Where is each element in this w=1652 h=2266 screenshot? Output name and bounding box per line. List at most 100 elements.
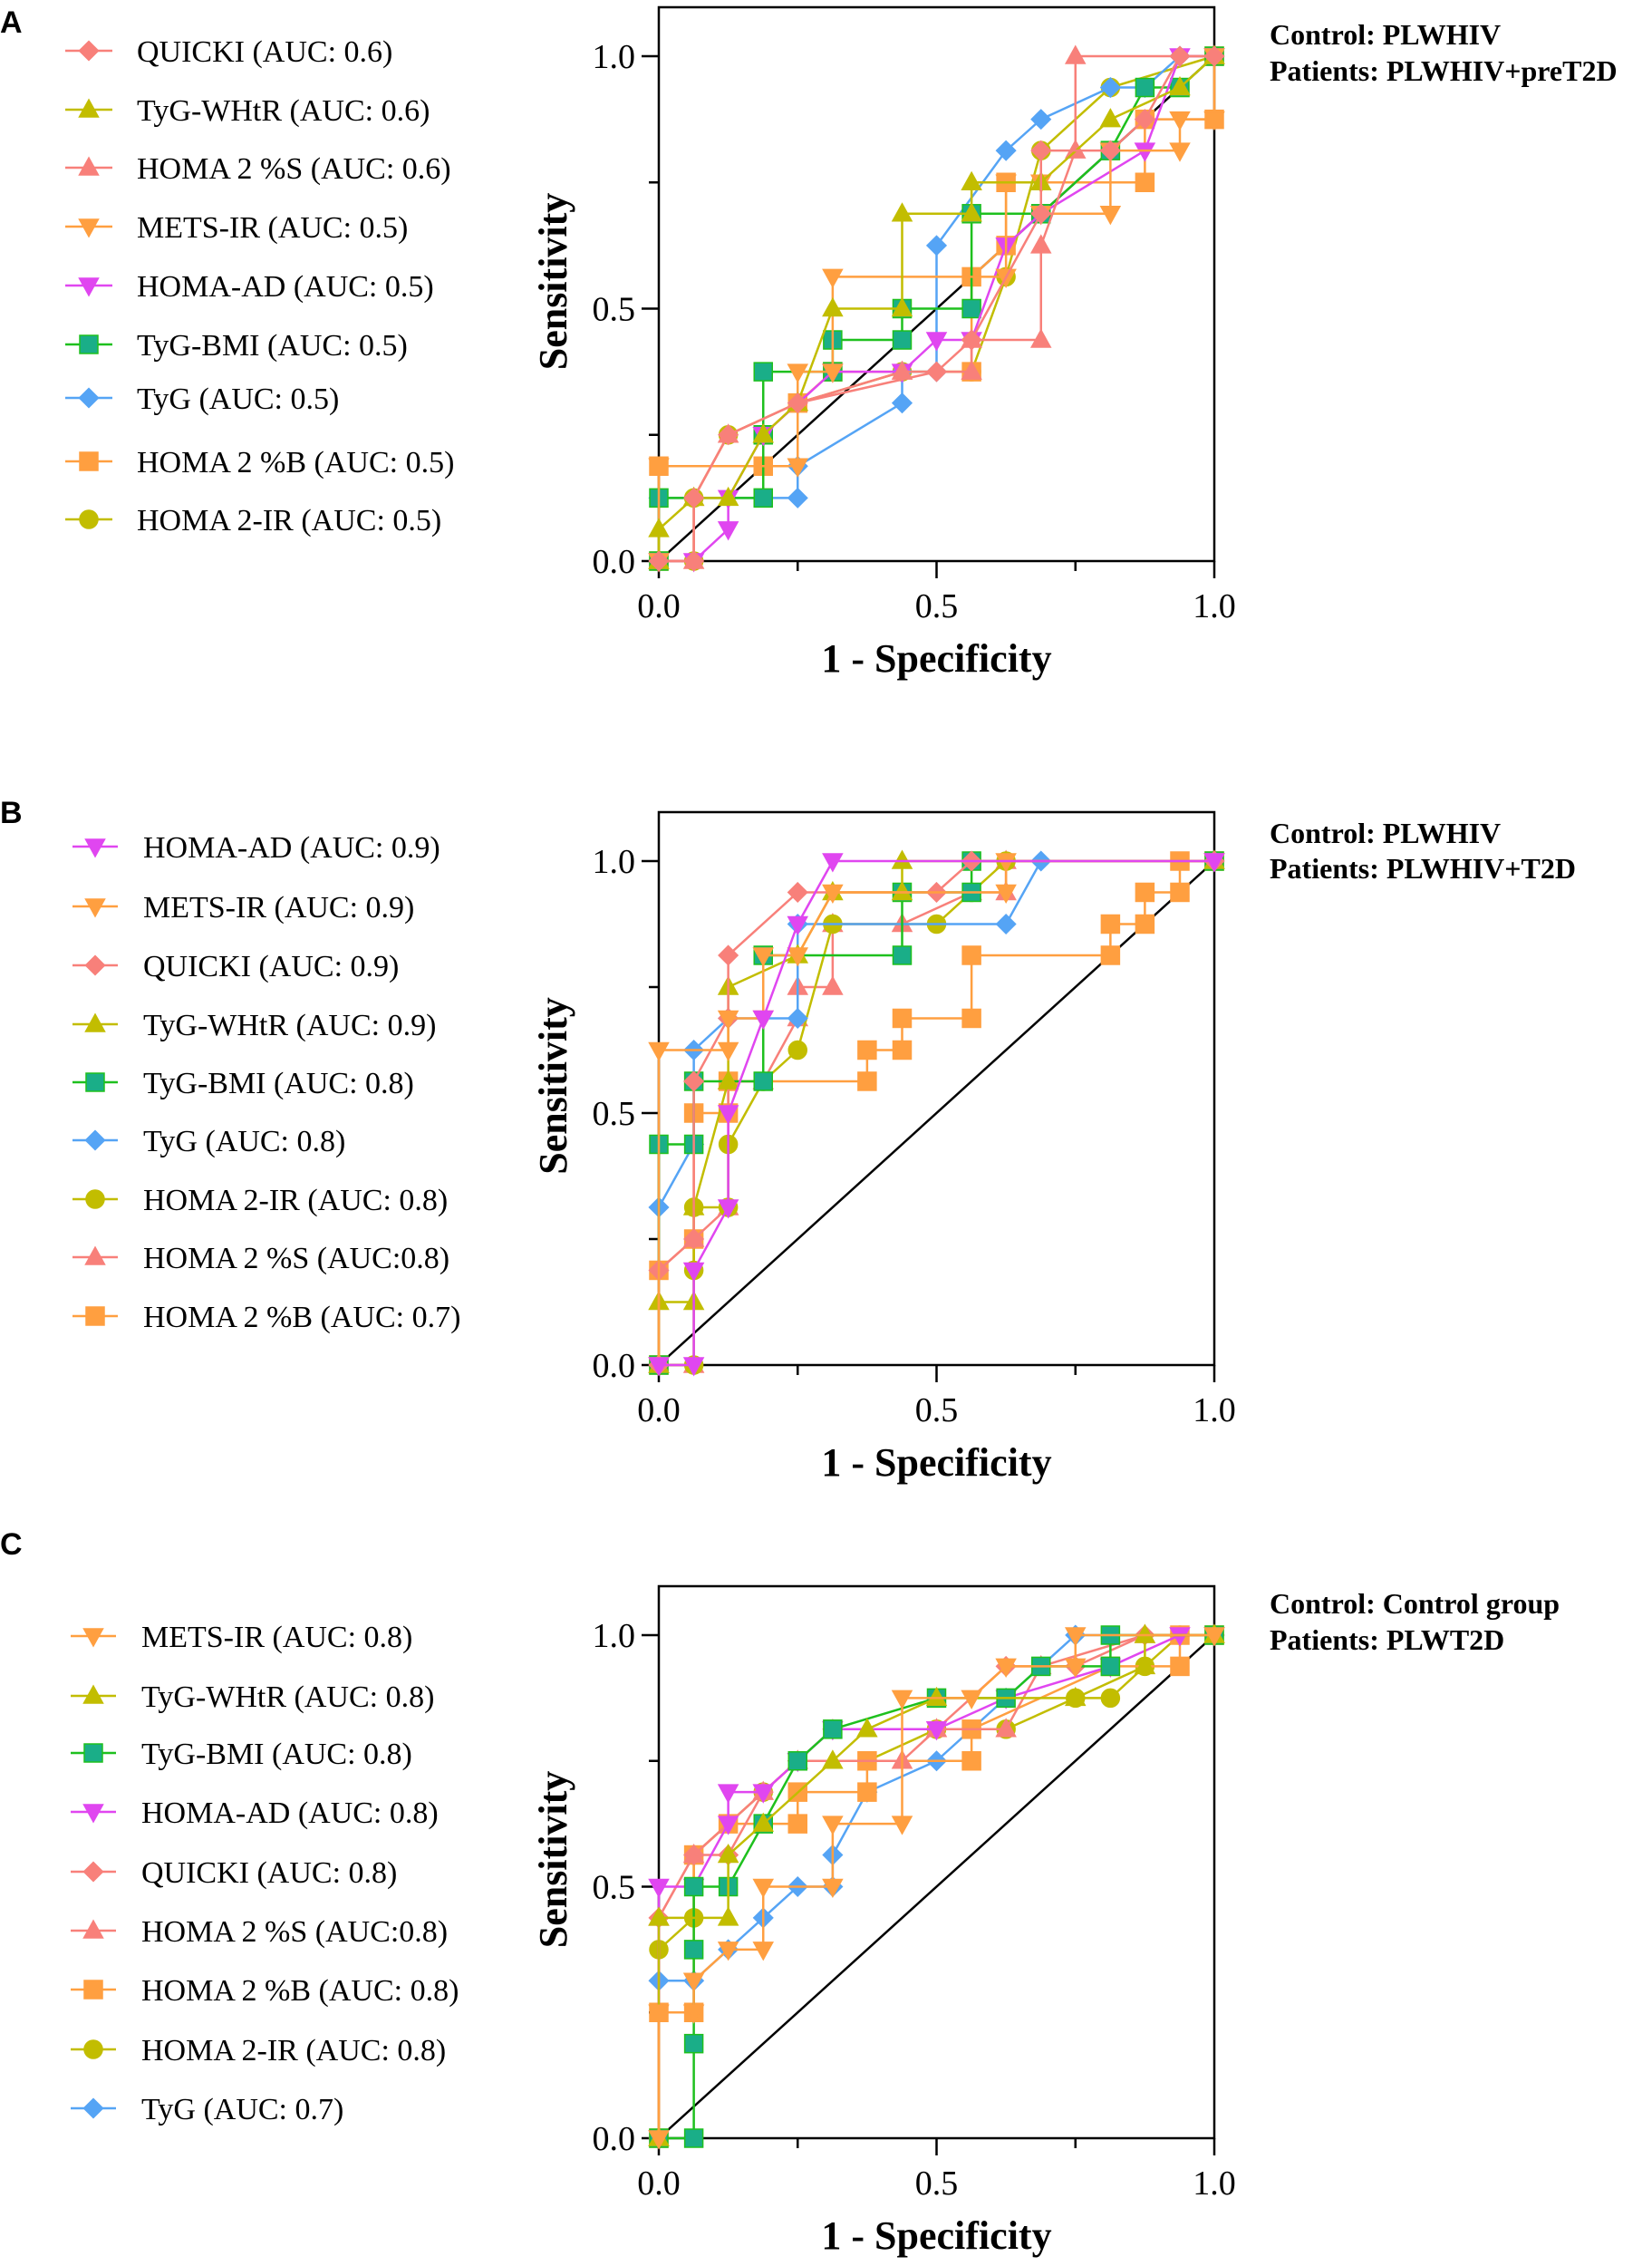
legend-triangle-up-marker-icon	[84, 1245, 106, 1265]
legend-label: TyG-BMI (AUC: 0.5)	[137, 329, 408, 363]
data-point	[857, 1782, 877, 1802]
data-point	[822, 1749, 844, 1769]
x-tick-label: 0.5	[915, 587, 959, 625]
group-annotation: Patients: PLWHIV+preT2D	[1270, 54, 1618, 87]
data-point	[787, 1751, 807, 1771]
series-group	[648, 44, 1225, 573]
data-point	[1134, 109, 1155, 131]
group-annotation: Patients: PLWT2D	[1270, 1623, 1504, 1656]
data-point	[1135, 172, 1155, 192]
y-tick-label: 0.5	[593, 291, 636, 329]
data-point	[823, 1719, 843, 1739]
legend-item: HOMA 2 %B (AUC: 0.7)	[72, 1301, 460, 1334]
legend-item: HOMA 2-IR (AUC: 0.5)	[65, 504, 441, 537]
legend-item: HOMA 2-IR (AUC: 0.8)	[71, 2034, 446, 2067]
data-point	[787, 881, 808, 904]
panel-label: B	[0, 796, 23, 830]
legend-item: METS-IR (AUC: 0.5)	[65, 211, 408, 245]
data-point	[1135, 77, 1155, 98]
data-point	[1203, 45, 1225, 67]
legend-item: METS-IR (AUC: 0.9)	[72, 891, 414, 925]
legend-triangle-up-marker-icon	[82, 1919, 104, 1939]
x-tick-label: 1.0	[1193, 2164, 1236, 2203]
data-point	[1169, 111, 1191, 131]
legend-item: HOMA-AD (AUC: 0.8)	[71, 1796, 439, 1830]
legend-item: TyG (AUC: 0.5)	[65, 383, 339, 416]
x-tick-label: 1.0	[1193, 587, 1236, 625]
legend-triangle-down-marker-icon	[82, 1804, 104, 1824]
data-point	[752, 1878, 775, 1899]
reference-line	[658, 860, 1215, 1366]
data-point	[753, 488, 773, 508]
legend-item: HOMA 2 %S (AUC: 0.6)	[65, 152, 451, 186]
data-point	[753, 1071, 773, 1091]
data-point	[961, 329, 982, 351]
y-tick-label: 0.5	[593, 1869, 636, 1907]
data-point	[961, 1690, 982, 1709]
data-point	[995, 140, 1017, 161]
data-point	[892, 1040, 913, 1060]
data-point	[752, 1942, 775, 1961]
legend-item: HOMA-AD (AUC: 0.5)	[65, 270, 434, 304]
legend-item: HOMA 2 %S (AUC:0.8)	[72, 1242, 449, 1275]
legend-label: HOMA-AD (AUC: 0.5)	[137, 270, 434, 304]
legend-square-marker-icon	[83, 1743, 103, 1763]
data-point	[717, 1843, 739, 1864]
reference-line	[658, 1634, 1215, 2139]
data-point	[1203, 1627, 1225, 1647]
legend-diamond-marker-icon	[82, 1861, 104, 1883]
data-point	[683, 1876, 704, 1897]
legend-item: TyG-WHtR (AUC: 0.6)	[65, 94, 430, 128]
data-point	[1169, 45, 1191, 67]
legend-item: TyG (AUC: 0.7)	[71, 2093, 343, 2126]
x-axis-label: 1 - Specificity	[821, 636, 1051, 681]
data-point	[787, 487, 808, 508]
x-axis-label: 1 - Specificity	[821, 2213, 1051, 2258]
data-point	[925, 235, 948, 257]
data-point	[1100, 914, 1121, 934]
legend-label: METS-IR (AUC: 0.8)	[141, 1621, 412, 1654]
data-point	[1064, 1658, 1087, 1678]
legend-triangle-up-marker-icon	[78, 156, 100, 176]
series-group	[648, 1623, 1225, 2150]
data-point	[892, 1008, 913, 1029]
y-tick-label: 0.0	[593, 2120, 636, 2158]
legend-triangle-up-marker-icon	[84, 1012, 106, 1032]
data-point	[787, 458, 809, 478]
data-point	[1100, 1688, 1121, 1709]
data-point	[961, 945, 981, 965]
data-point	[1134, 1623, 1156, 1643]
group-annotation: Patients: PLWHIV+T2D	[1270, 852, 1576, 885]
data-point	[648, 518, 670, 537]
legend-triangle-down-marker-icon	[78, 277, 100, 297]
data-point	[787, 947, 809, 967]
y-tick-label: 0.0	[593, 1347, 636, 1385]
legend-label: HOMA 2 %B (AUC: 0.8)	[141, 1974, 459, 2008]
legend-square-marker-icon	[85, 1072, 105, 1092]
data-point	[752, 947, 775, 967]
panel-label: A	[0, 5, 23, 40]
panel-c: C 0.0 0.5 1.0 0.0 0.5 1.0 1 - Specificity Sensit…	[0, 1527, 1560, 2258]
legend-square-marker-icon	[85, 1306, 105, 1326]
data-point	[995, 174, 1017, 194]
legend-label: TyG-BMI (AUC: 0.8)	[143, 1067, 414, 1100]
x-tick-label: 0.0	[637, 2164, 681, 2203]
data-point	[1170, 1656, 1190, 1677]
legend-circle-marker-icon	[83, 2039, 103, 2059]
data-point	[822, 853, 844, 873]
data-point	[822, 1878, 844, 1899]
legend-label: HOMA-AD (AUC: 0.8)	[141, 1796, 439, 1830]
legend-triangle-down-marker-icon	[82, 1628, 104, 1648]
legend-triangle-up-marker-icon	[78, 98, 100, 118]
data-point	[1064, 1686, 1087, 1707]
x-axis-label: 1 - Specificity	[821, 1440, 1051, 1485]
y-tick-label: 1.0	[593, 1617, 636, 1655]
legend-item: TyG-BMI (AUC: 0.8)	[72, 1067, 414, 1100]
data-point	[648, 1357, 670, 1377]
data-point	[822, 884, 844, 905]
data-point	[752, 1010, 775, 1031]
legend: HOMA-AD (AUC: 0.9) METS-IR (AUC: 0.9) QUIC…	[72, 831, 460, 1334]
y-tick-label: 1.0	[593, 843, 636, 881]
legend-diamond-marker-icon	[78, 387, 100, 409]
data-point	[1135, 914, 1155, 934]
